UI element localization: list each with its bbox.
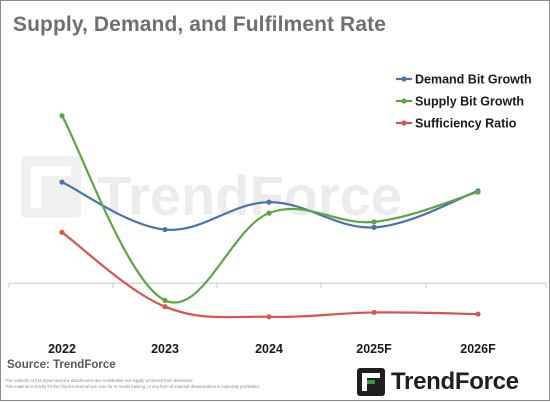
data-point-demand-bit-growth (59, 179, 65, 185)
trendforce-logo: TrendForce (356, 367, 519, 397)
source-note: Source: TrendForce (7, 359, 116, 371)
data-point-sufficiency-ratio (266, 314, 272, 320)
data-point-demand-bit-growth (371, 224, 377, 230)
legend-label: Demand Bit Growth (415, 73, 532, 87)
data-point-demand-bit-growth (266, 199, 272, 205)
trendforce-logo-icon (357, 368, 385, 396)
chart-title: Supply, Demand, and Fulfilment Rate (13, 13, 386, 36)
data-point-supply-bit-growth (266, 210, 272, 216)
legend-swatch-marker (401, 76, 407, 82)
legend-item-demand-bit-growth: Demand Bit Growth (396, 73, 532, 87)
data-point-sufficiency-ratio (371, 309, 377, 316)
data-point-supply-bit-growth (371, 219, 377, 225)
legend-label: Sufficiency Ratio (415, 117, 517, 131)
data-point-supply-bit-growth (59, 113, 65, 119)
logo-wordmark: TrendForce (391, 368, 519, 395)
watermark: TrendForce (21, 156, 402, 227)
x-tick-label: 2025F (356, 342, 392, 356)
disclaimer-line-1: The contents of this report and any atta… (5, 378, 194, 383)
watermark-logo-icon (21, 156, 81, 218)
x-tick-label: 2023 (151, 342, 179, 356)
series-line-supply-bit-growth (60, 114, 480, 304)
legend-swatch-marker (401, 98, 407, 104)
data-point-supply-bit-growth (475, 189, 481, 195)
legend-item-supply-bit-growth: Supply Bit Growth (396, 95, 524, 109)
legend-label: Supply Bit Growth (415, 95, 524, 109)
disclaimer-line-2: This material is strictly for the Client… (5, 384, 260, 389)
data-point-demand-bit-growth (162, 226, 168, 233)
x-tick-label: 2022 (48, 342, 76, 356)
data-point-supply-bit-growth (162, 297, 168, 303)
x-tick-label: 2024 (255, 342, 283, 356)
x-tick-label: 2026F (460, 342, 496, 356)
series-line-sufficiency-ratio (60, 231, 480, 319)
legend-swatch-marker (401, 120, 407, 126)
data-point-sufficiency-ratio (59, 229, 65, 235)
watermark-text: TrendForce (97, 164, 402, 227)
legend-item-sufficiency-ratio: Sufficiency Ratio (396, 117, 517, 131)
data-point-sufficiency-ratio (475, 311, 481, 317)
data-point-sufficiency-ratio (162, 304, 168, 310)
